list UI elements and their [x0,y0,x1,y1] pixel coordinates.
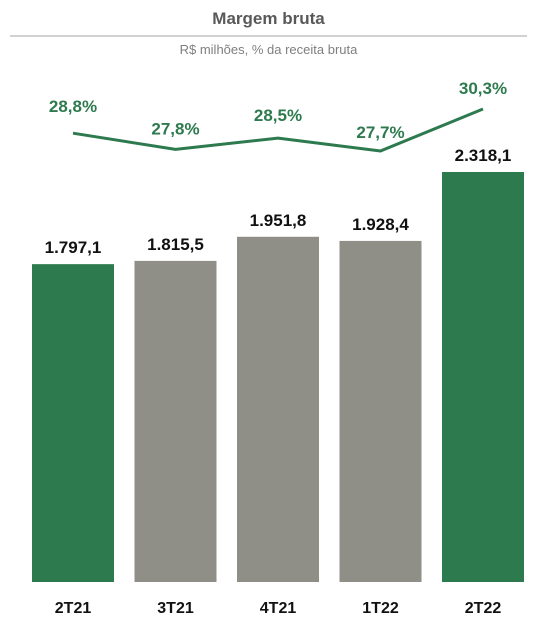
chart-subtitle: R$ milhões, % da receita bruta [180,42,359,57]
margin-line-layer [72,107,484,153]
category-label-2t22: 2T22 [465,600,502,617]
bar-4t21 [237,236,319,582]
bar-1t22 [339,240,422,582]
category-label-3t21: 3T21 [157,600,194,617]
bar-value-label-3t21: 1.815,5 [147,235,204,254]
category-label-2t21: 2T21 [55,600,92,617]
category-label-4t21: 4T21 [260,600,297,617]
margin-pct-label-2t22: 30,3% [459,79,507,98]
bar-3t21 [134,260,217,582]
category-label-1t22: 1T22 [362,600,399,617]
bar-value-label-4t21: 1.951,8 [250,211,307,230]
margin-pct-label-4t21: 28,5% [254,106,302,125]
bar-2t22 [442,172,524,582]
bar-2t21 [32,264,114,582]
chart-title: Margem bruta [212,9,325,28]
labels-layer: 1.797,1 2T21 1.815,5 3T21 1.951,8 4T21 1.928,4… [45,79,512,617]
margin-pct-label-2t21: 28,8% [49,97,97,116]
bars-layer [32,172,524,582]
margin-pct-label-1t22: 27,7% [356,123,404,142]
bar-value-label-2t22: 2.318,1 [455,146,512,165]
bar-value-label-1t22: 1.928,4 [352,215,409,234]
margin-pct-label-3t21: 27,8% [151,119,199,138]
margin-line [72,107,484,153]
bar-value-label-2t21: 1.797,1 [45,238,102,257]
